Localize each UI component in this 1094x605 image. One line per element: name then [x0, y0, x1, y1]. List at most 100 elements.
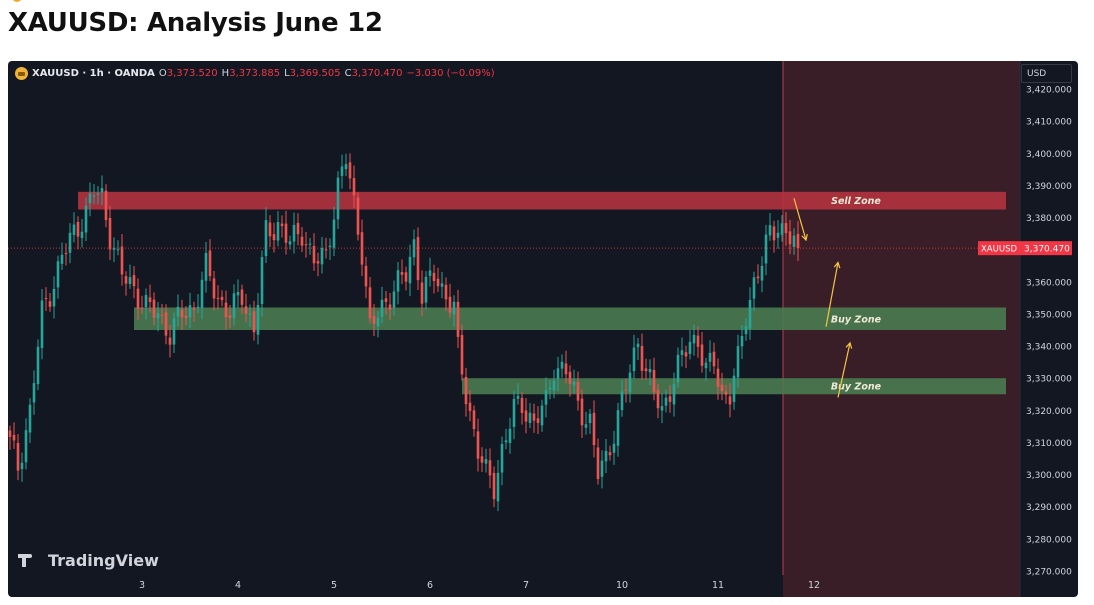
candle-body — [352, 178, 356, 196]
candle-body — [184, 315, 188, 318]
candle-body — [168, 337, 172, 345]
legend-close-value: 3,370.470 — [351, 68, 403, 79]
candle-body — [648, 368, 652, 373]
candle-body — [788, 231, 792, 245]
candle-body — [572, 381, 576, 386]
candle-body — [736, 346, 740, 378]
candle-body — [260, 257, 264, 305]
x-tick-label: 11 — [712, 580, 724, 591]
candle-body — [540, 405, 544, 426]
candle-body — [532, 413, 536, 421]
candle-body — [548, 387, 552, 389]
candle-body — [140, 307, 144, 309]
currency-selector[interactable]: USD — [1021, 64, 1072, 83]
candle-body — [208, 250, 212, 277]
candle-body — [792, 235, 796, 247]
candle-body — [16, 443, 20, 471]
y-tick-label: 3,350.000 — [1026, 310, 1072, 320]
candle-body — [236, 292, 240, 296]
candle-body — [708, 352, 712, 362]
candle-body — [556, 368, 560, 379]
candle-body — [272, 234, 276, 241]
zone-label-1: Buy Zone — [831, 314, 882, 325]
candle-body — [148, 297, 152, 303]
candle-body — [472, 410, 476, 430]
candle-body — [720, 384, 724, 392]
projection-arrow-2 — [837, 342, 851, 398]
candle-body — [180, 309, 184, 318]
candle-body — [92, 195, 96, 197]
legend-change: −3.030 (−0.09%) — [406, 68, 495, 79]
candle-body — [64, 252, 68, 254]
candle-body — [496, 472, 500, 502]
candle-body — [724, 391, 728, 395]
candlestick-chart[interactable]: Sell Zone Buy Zone Buy Zone 3,420.000 3,410.… — [8, 61, 1078, 597]
candle-body — [28, 404, 32, 433]
candle-body — [80, 231, 84, 238]
y-tick-label: 3,270.000 — [1026, 568, 1072, 578]
current-price-tag — [1020, 241, 1072, 256]
candle-body — [564, 363, 568, 375]
candle-body — [680, 350, 684, 355]
candle-body — [52, 288, 56, 307]
tradingview-logo-icon — [18, 554, 42, 567]
candle-body — [560, 361, 564, 369]
candle-body — [248, 313, 252, 315]
candle-body — [24, 430, 28, 463]
candle-body — [304, 244, 308, 246]
candle-body — [608, 452, 612, 456]
candle-body — [644, 368, 648, 372]
x-tick-label: 12 — [808, 580, 820, 591]
y-tick-label: 3,310.000 — [1026, 439, 1072, 449]
candle-body — [192, 307, 196, 310]
candle-body — [308, 243, 312, 245]
candle-body — [500, 443, 504, 473]
legend-low-value: 3,369.505 — [289, 68, 341, 79]
candle-body — [332, 219, 336, 248]
candle-body — [372, 315, 376, 324]
legend-low-label: L — [284, 68, 290, 79]
candle-body — [292, 224, 296, 242]
candle-body — [684, 352, 688, 357]
x-tick-label: 7 — [523, 580, 529, 591]
candle-body — [12, 434, 16, 441]
candle-body — [376, 317, 380, 327]
zone-rect-0 — [78, 191, 1006, 210]
candle-body — [420, 282, 424, 304]
candle-body — [568, 371, 572, 384]
candle-body — [696, 335, 700, 347]
candle-body — [340, 166, 344, 176]
candle-body — [524, 410, 528, 422]
candle-body — [504, 440, 508, 443]
candle-body — [204, 252, 208, 281]
candle-body — [276, 222, 280, 241]
candle-body — [196, 306, 200, 308]
candle-body — [428, 270, 432, 276]
candle-body — [124, 276, 128, 284]
candle-body — [228, 315, 232, 318]
x-tick-label: 5 — [331, 580, 337, 591]
candle-body — [116, 249, 120, 251]
candle-body — [476, 431, 480, 459]
candle-body — [252, 311, 256, 333]
candle-body — [384, 298, 388, 302]
candle-body — [528, 412, 532, 423]
candle-body — [580, 398, 584, 426]
legend-symbol[interactable]: XAUUSD · 1h · OANDA — [32, 68, 155, 79]
candle-body — [388, 304, 392, 310]
candle-body — [120, 246, 124, 275]
y-tick-label: 3,410.000 — [1026, 118, 1072, 128]
candle-body — [104, 190, 108, 221]
candle-body — [256, 304, 260, 335]
y-tick-label: 3,300.000 — [1026, 471, 1072, 481]
tradingview-brand: TradingView — [48, 551, 159, 570]
candle-body — [48, 301, 52, 307]
candle-body — [740, 336, 744, 347]
candle-body — [604, 450, 608, 462]
candle-body — [44, 298, 48, 300]
tradingview-logo[interactable]: TradingView — [18, 551, 159, 570]
chart-frame[interactable]: Sell Zone Buy Zone Buy Zone 3,420.000 3,410.… — [8, 61, 1078, 597]
candle-body — [620, 391, 624, 411]
candle-body — [40, 300, 44, 348]
candle-body — [664, 397, 668, 406]
